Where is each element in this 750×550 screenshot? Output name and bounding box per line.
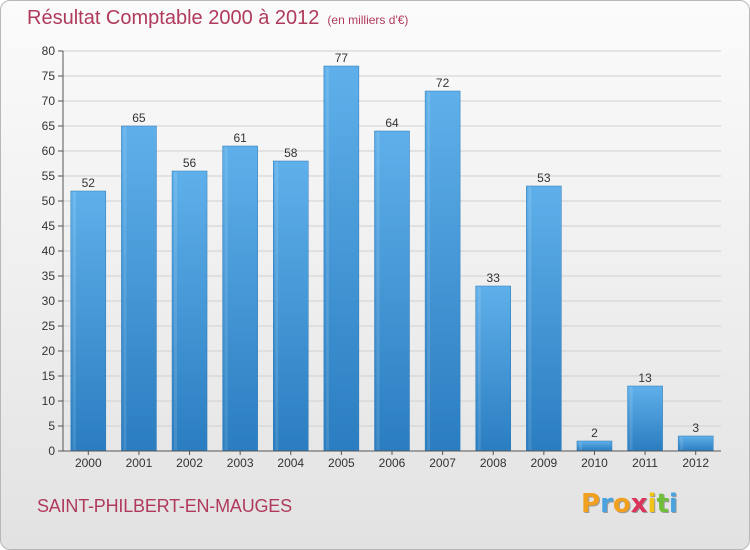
data-label: 53 — [537, 171, 551, 185]
y-tick-label: 20 — [42, 344, 56, 358]
logo-letter: i — [668, 489, 678, 519]
bar-2003 — [222, 145, 258, 452]
bar-highlight — [325, 67, 329, 450]
logo-letter: o — [612, 489, 631, 519]
bar-highlight — [376, 132, 380, 450]
y-tick-label: 60 — [42, 144, 56, 158]
bar-highlight — [528, 187, 532, 450]
bar-2001 — [121, 125, 157, 452]
data-label: 61 — [233, 131, 247, 145]
data-label: 56 — [183, 156, 197, 170]
chart-title: Résultat Comptable 2000 à 2012 — [27, 7, 320, 29]
data-label: 58 — [284, 146, 298, 160]
data-label: 13 — [638, 371, 652, 385]
x-tick-label: 2004 — [277, 456, 304, 470]
bar-2008 — [475, 285, 511, 452]
x-tick-label: 2005 — [328, 456, 355, 470]
bar-highlight — [224, 147, 228, 450]
y-tick-label: 50 — [42, 194, 56, 208]
data-label: 52 — [82, 176, 96, 190]
data-label: 77 — [335, 51, 349, 65]
bar-2011 — [627, 385, 663, 452]
data-label: 2 — [591, 426, 598, 440]
x-tick-label: 2007 — [429, 456, 456, 470]
bar-highlight — [123, 127, 127, 450]
x-tick-label: 2008 — [480, 456, 507, 470]
bar-2006 — [374, 130, 410, 452]
x-tick-label: 2001 — [126, 456, 153, 470]
bar-highlight — [72, 192, 76, 450]
y-tick-label: 80 — [42, 44, 56, 58]
bar-highlight — [275, 162, 279, 450]
bar-2002 — [171, 170, 208, 452]
x-tick-label: 2012 — [682, 456, 709, 470]
x-tick-label: 2006 — [379, 456, 406, 470]
bar-highlight — [174, 172, 178, 450]
labels: 0 5 10 15 20 25 30 35 40 45 50 55 60 65 70 75 80 52 2000 65… — [42, 44, 710, 470]
bar-2009 — [526, 185, 562, 452]
y-tick-label: 25 — [42, 319, 56, 333]
data-label: 64 — [385, 116, 399, 130]
y-tick-label: 0 — [48, 444, 55, 458]
bar-highlight — [680, 437, 684, 450]
axes — [58, 50, 721, 455]
x-tick-label: 2000 — [75, 456, 102, 470]
y-tick-label: 30 — [42, 294, 56, 308]
proxiti-logo: Proxiti — [581, 489, 678, 519]
bar-2007 — [424, 90, 461, 452]
chart-subtitle: (en milliers d'€) — [327, 13, 409, 27]
bar-2012 — [677, 435, 714, 452]
logo-letter: t — [656, 489, 669, 519]
bar-highlight — [477, 287, 481, 450]
y-tick-label: 55 — [42, 169, 56, 183]
bar-highlight — [578, 442, 582, 450]
y-tick-label: 15 — [42, 369, 56, 383]
bar-highlight — [427, 92, 431, 450]
x-tick-label: 2002 — [176, 456, 203, 470]
data-label: 65 — [132, 111, 146, 125]
logo-letter: P — [581, 489, 601, 519]
y-tick-label: 35 — [42, 269, 56, 283]
commune-name: SAINT-PHILBERT-EN-MAUGES — [37, 496, 292, 516]
x-tick-label: 2009 — [530, 456, 557, 470]
bar-2000 — [70, 190, 107, 452]
bar-2004 — [273, 160, 309, 452]
x-tick-label: 2010 — [581, 456, 608, 470]
logo-letter: x — [630, 489, 648, 519]
y-tick-label: 70 — [42, 94, 56, 108]
y-tick-label: 45 — [42, 219, 56, 233]
data-label: 33 — [487, 271, 501, 285]
y-tick-label: 5 — [48, 419, 55, 433]
bars — [70, 65, 714, 452]
logo-letter: i — [647, 489, 657, 519]
chart-title-block: Résultat Comptable 2000 à 2012 (en millie… — [27, 7, 408, 30]
data-label: 3 — [692, 421, 699, 435]
x-tick-label: 2003 — [227, 456, 254, 470]
y-tick-label: 10 — [42, 394, 56, 408]
bar-highlight — [629, 387, 633, 450]
bar-2010 — [576, 440, 613, 452]
y-tick-label: 65 — [42, 119, 56, 133]
y-tick-label: 40 — [42, 244, 56, 258]
bar-2005 — [323, 65, 360, 452]
x-tick-label: 2011 — [632, 456, 658, 470]
data-label: 72 — [436, 76, 450, 90]
y-tick-label: 75 — [42, 69, 56, 83]
logo-letter: r — [600, 489, 613, 519]
